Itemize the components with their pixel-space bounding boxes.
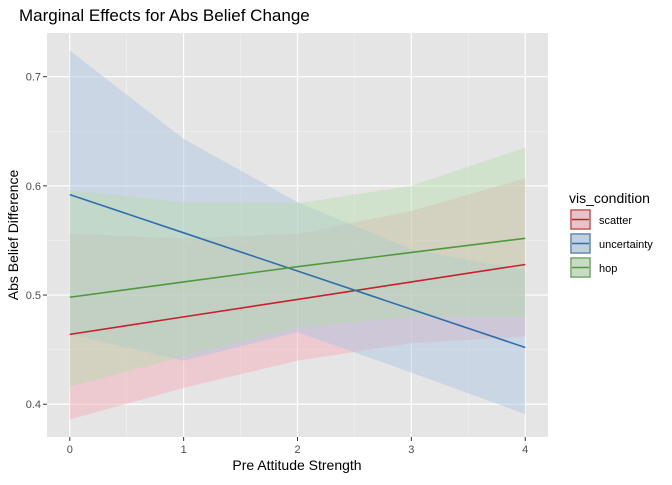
x-tick-label: 4 [522,444,528,456]
legend-label-uncertainty: uncertainty [599,239,653,251]
y-tick-label: 0.5 [26,290,41,302]
x-tick-label: 3 [408,444,414,456]
x-tick-label: 2 [294,444,300,456]
legend-label-hop: hop [599,263,617,275]
legend: vis_condition scatter uncertainty hop [569,190,653,278]
y-tick-label: 0.6 [26,181,41,193]
band-uncertainty [69,50,526,415]
y-axis-label: Abs Belief Difference [5,170,21,301]
legend-item-uncertainty: uncertainty [570,233,653,254]
line-uncertainty [69,193,526,349]
legend-label-scatter: scatter [599,215,632,227]
line-scatter [69,263,526,336]
series-lines [69,193,526,349]
y-tick-label: 0.7 [26,72,41,84]
x-axis-label: Pre Attitude Strength [232,457,361,473]
y-tick-label: 0.4 [26,399,41,411]
line-hop [69,237,526,299]
x-tick-label: 0 [67,444,73,456]
x-tick-label: 1 [181,444,187,456]
legend-title: vis_condition [569,190,650,206]
legend-item-scatter: scatter [570,209,632,230]
grid [47,33,548,437]
chart-title: Marginal Effects for Abs Belief Change [19,6,310,25]
legend-item-hop: hop [570,257,617,278]
axes: 0 1 2 3 4 0.4 0.5 0.6 0.7 [26,72,529,456]
